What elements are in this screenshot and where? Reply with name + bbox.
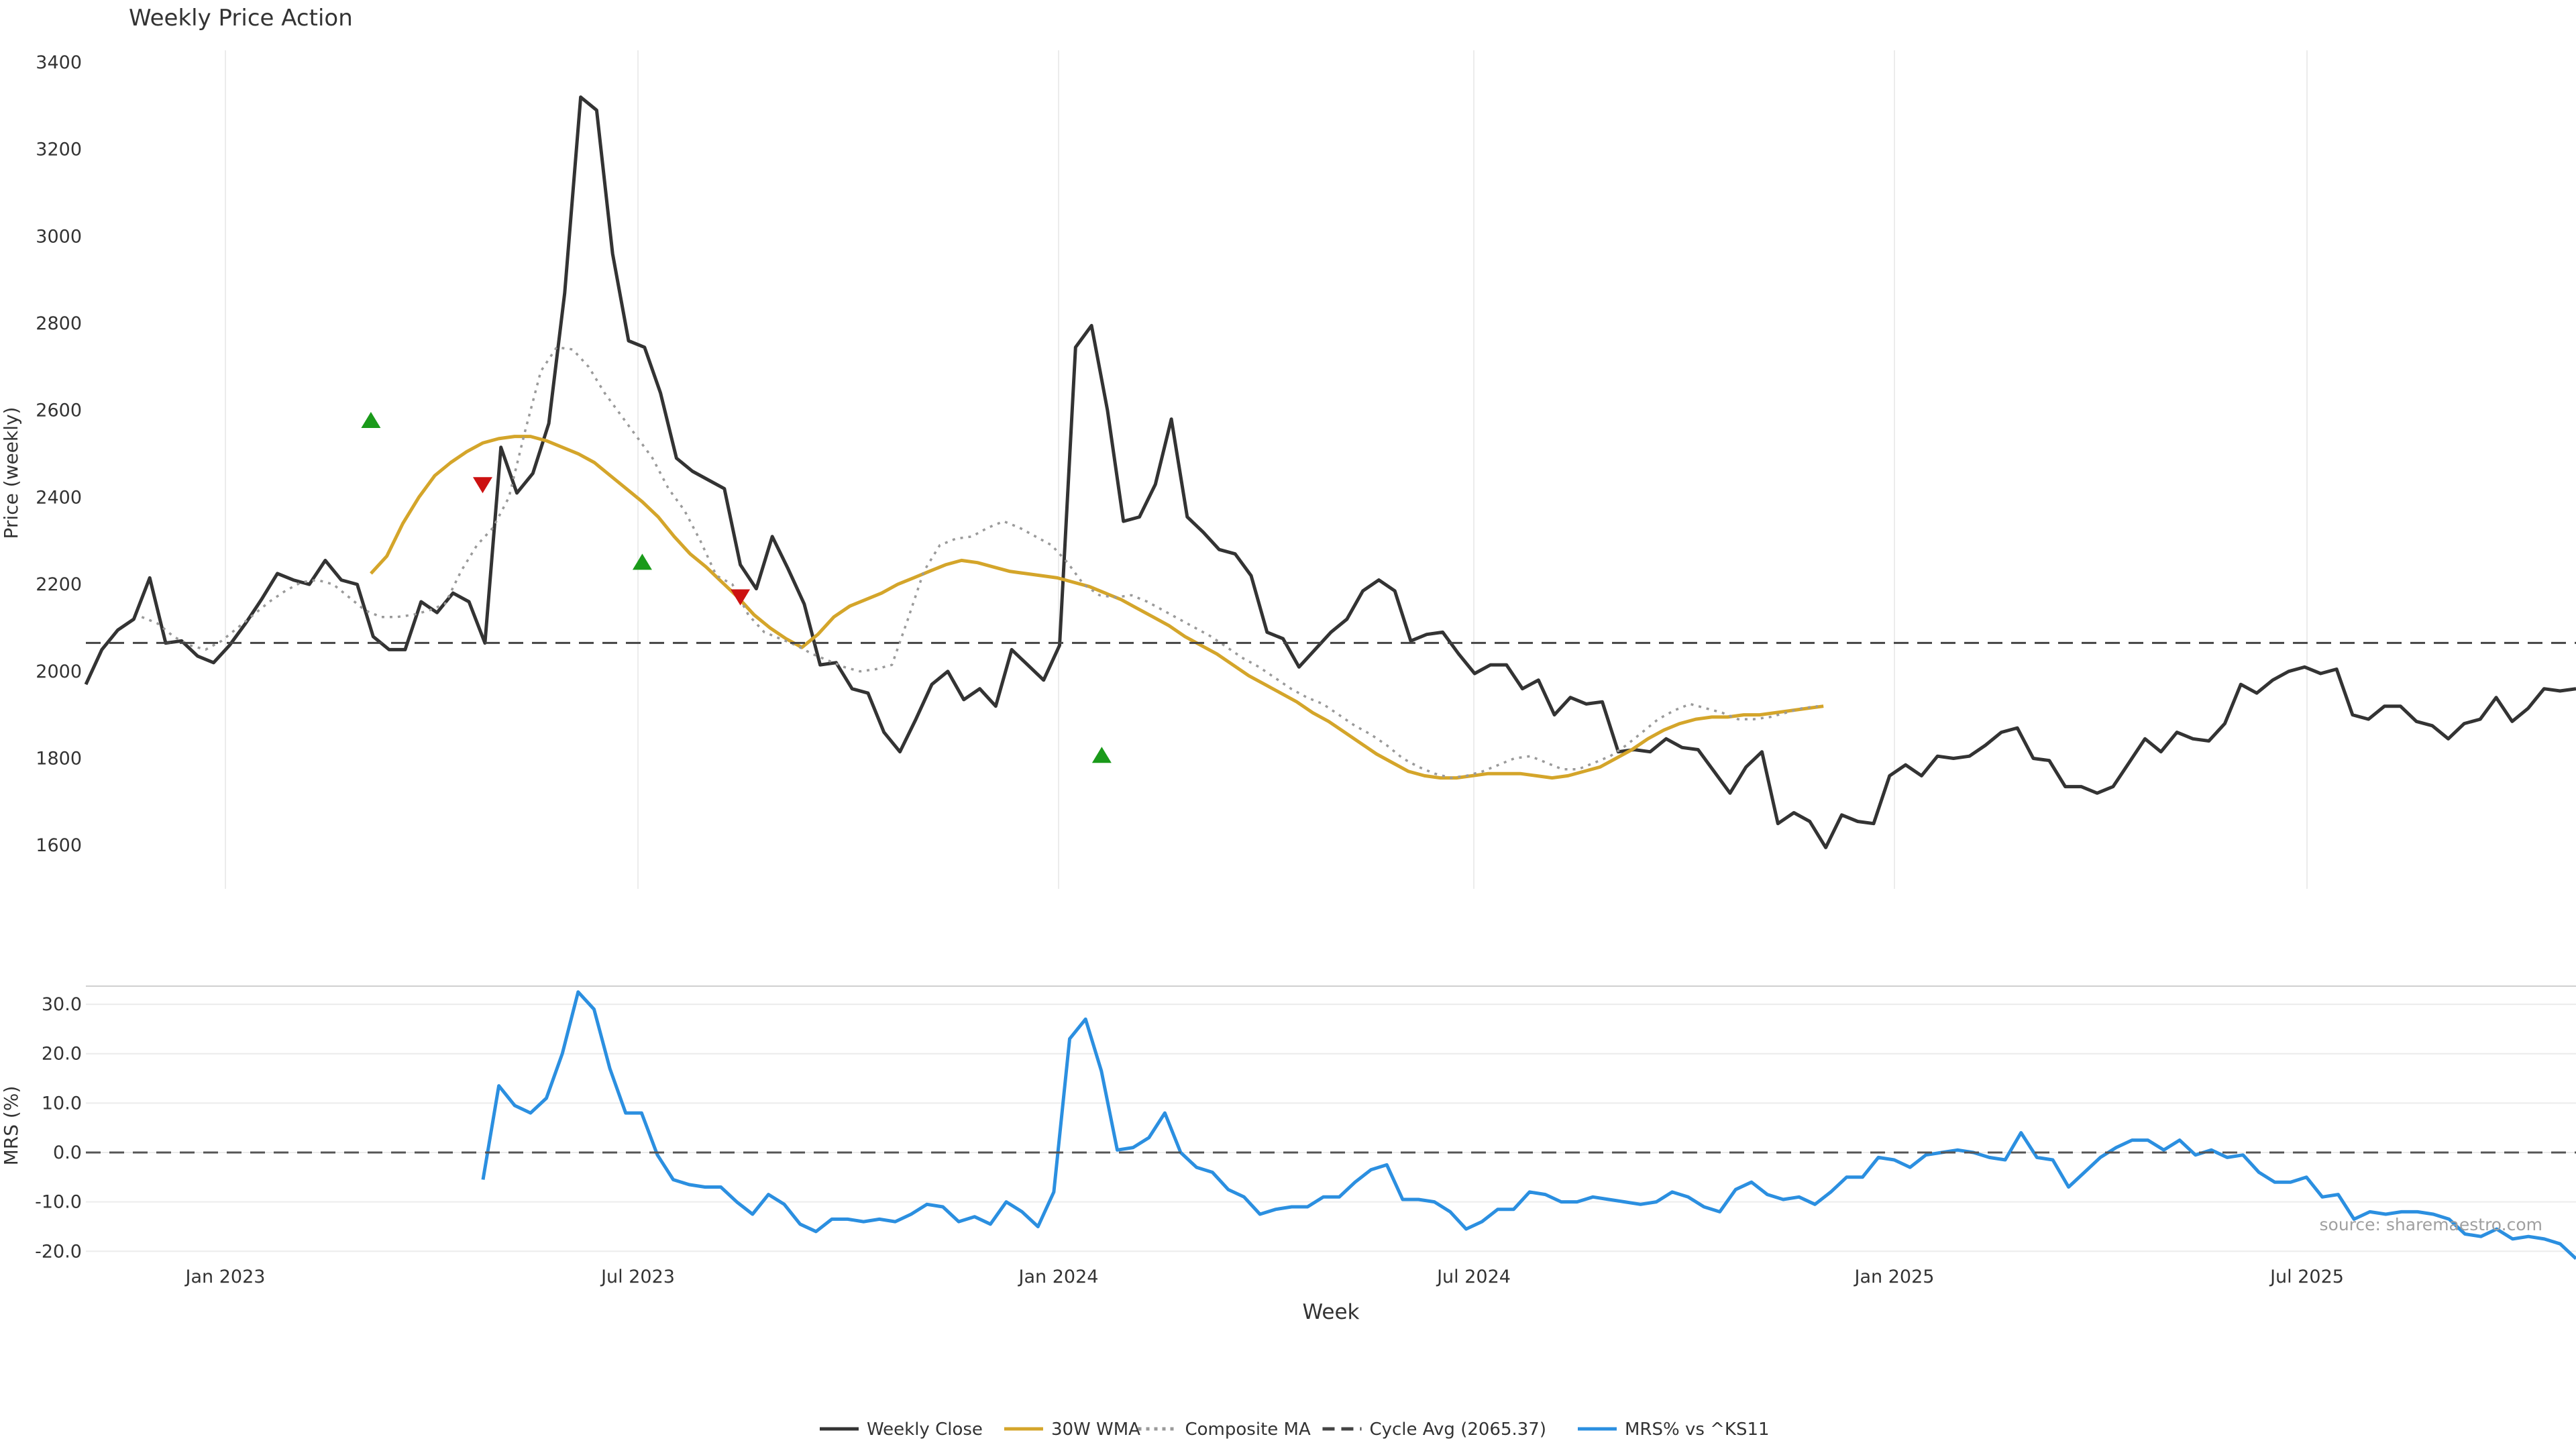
chart-title: Weekly Price Action: [129, 5, 353, 32]
price-y-ticks: 1600 1800 2000 2200 2400 2600 2800 3000 3200 3400: [36, 52, 82, 856]
mrs-y-tick-label: 20.0: [42, 1044, 82, 1065]
price-series-lines: [84, 95, 2576, 849]
buy-signal-marker: [361, 411, 381, 428]
price-y-tick-label: 2000: [36, 661, 82, 682]
x-tick-label: Jul 2023: [600, 1267, 675, 1287]
price-gridlines: [225, 50, 2308, 889]
legend-label-30w-wma: 30W WMA: [1051, 1419, 1140, 1440]
buy-signal-marker: [1091, 747, 1112, 763]
price-y-tick-label: 1800: [36, 748, 82, 769]
price-y-tick-label: 2600: [36, 400, 82, 421]
series-weekly-close: [84, 95, 2576, 849]
mrs-y-tick-label: -20.0: [35, 1241, 82, 1262]
sell-signal-marker: [731, 589, 751, 606]
price-y-tick-label: 2800: [36, 313, 82, 334]
price-y-tick-label: 3000: [36, 226, 82, 247]
signal-markers: [361, 411, 1112, 763]
legend: Weekly Close 30W WMA Composite MA Cycle Avg…: [819, 1419, 1770, 1440]
x-axis-ticks: Jan 2023 Jul 2023 Jan 2024 Jul 2024 Jan 2025…: [184, 1267, 2344, 1287]
mrs-y-ticks: -20.0 -10.0 0.0 10.0 20.0 30.0: [35, 994, 82, 1262]
series-30w-wma: [370, 435, 1824, 780]
mrs-gridlines: [86, 1004, 2576, 1252]
x-axis-label: Week: [1303, 1300, 1360, 1324]
legend-label-composite-ma: Composite MA: [1185, 1419, 1311, 1440]
legend-label-weekly-close: Weekly Close: [867, 1419, 983, 1440]
x-tick-label: Jul 2024: [1436, 1267, 1511, 1287]
x-tick-label: Jan 2023: [184, 1267, 266, 1287]
legend-label-mrs-vs-ks11: MRS% vs ^KS11: [1625, 1419, 1770, 1440]
price-y-axis-label: Price (weekly): [0, 407, 22, 539]
x-tick-label: Jul 2025: [2269, 1267, 2344, 1287]
price-y-tick-label: 3400: [36, 52, 82, 73]
price-panel: Weekly Price Action Price (weekly) 16001…: [0, 5, 2576, 889]
x-tick-label: Jan 2025: [1854, 1267, 1935, 1287]
buy-signal-marker: [632, 553, 652, 570]
source-annotation: source: sharemaestro.com: [2320, 1215, 2543, 1234]
x-tick-label: Jan 2024: [1018, 1267, 1099, 1287]
price-y-tick-label: 2400: [36, 487, 82, 508]
price-y-tick-label: 2200: [36, 574, 82, 595]
mrs-y-tick-label: -10.0: [35, 1192, 82, 1213]
mrs-panel: MRS (%) -20.0 -10.0 0.0 10.0 20.0 30.0 source…: [0, 985, 2576, 1324]
mrs-y-tick-label: 0.0: [53, 1142, 82, 1163]
mrs-series-lines: [86, 990, 2576, 1260]
series-mrs-vs-ks11: [481, 990, 2576, 1260]
mrs-y-tick-label: 30.0: [42, 994, 82, 1015]
mrs-y-axis-label: MRS (%): [0, 1086, 22, 1166]
mrs-y-tick-label: 10.0: [42, 1093, 82, 1114]
legend-label-cycle-avg-2065-37: Cycle Avg (2065.37): [1369, 1419, 1546, 1440]
sell-signal-marker: [472, 477, 492, 494]
price-y-tick-label: 3200: [36, 140, 82, 160]
price-y-tick-label: 1600: [36, 835, 82, 856]
